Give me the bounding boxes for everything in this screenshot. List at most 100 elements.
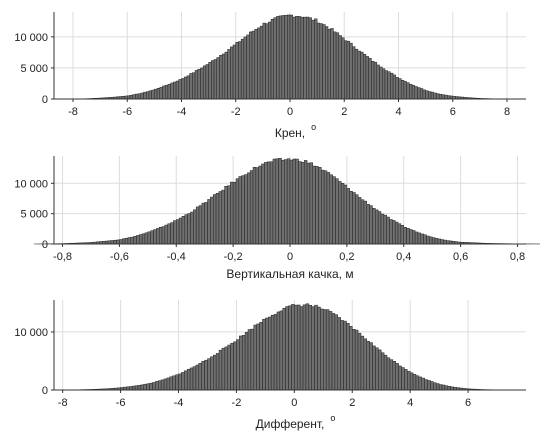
histogram-bar: [296, 304, 301, 391]
histogram-bar: [233, 341, 237, 391]
histogram-bar: [146, 383, 150, 391]
y-tick-label: 0: [42, 385, 48, 397]
histogram-bar: [305, 303, 310, 391]
histogram-bar: [417, 232, 422, 245]
x-tick-label: -0,8: [53, 251, 72, 263]
histogram-bar: [411, 85, 416, 100]
histogram-bar: [264, 162, 268, 245]
histogram-bar: [398, 78, 402, 100]
histogram-bar: [192, 366, 197, 391]
histogram-bar: [311, 306, 315, 391]
histogram-bar: [124, 237, 129, 245]
x-tick-label: 0,8: [510, 251, 525, 263]
histogram-bar: [327, 28, 331, 100]
x-tick-label: -0,6: [110, 251, 129, 263]
histogram-bar: [144, 232, 149, 245]
y-tick-label: 10 000: [14, 32, 48, 44]
histogram-bar: [403, 227, 407, 245]
histogram-bar: [357, 197, 362, 245]
histogram-bar: [320, 308, 324, 391]
histogram-bar: [151, 89, 155, 100]
histogram-bar: [254, 29, 258, 100]
histogram-bar: [227, 49, 231, 100]
histogram-bar: [343, 184, 348, 245]
histogram-bar: [244, 332, 249, 391]
histogram-bar: [306, 162, 311, 245]
histogram-bar: [235, 178, 240, 245]
histogram-bar: [400, 80, 405, 100]
histogram-bar: [414, 231, 419, 245]
histogram-bar: [395, 77, 399, 100]
histogram-bar: [315, 166, 319, 245]
histogram-bar: [173, 81, 177, 100]
histogram-bar: [173, 220, 177, 245]
histogram-bar: [190, 211, 194, 245]
histogram-bar: [119, 239, 123, 245]
histogram-bar: [132, 94, 136, 100]
histogram-bar: [354, 329, 359, 391]
histogram-bar: [156, 228, 160, 245]
histogram-bar: [372, 345, 376, 391]
histogram-bar: [268, 21, 272, 100]
histogram-bar: [230, 342, 234, 391]
x-tick-label: -8: [68, 106, 78, 118]
histogram-bar: [400, 225, 404, 245]
histogram-bar: [383, 214, 387, 245]
histogram-bar: [205, 64, 209, 100]
histogram-bar: [163, 378, 168, 391]
histogram-bar: [289, 159, 294, 245]
histogram-bar: [299, 306, 304, 391]
x-tick-label: 4: [407, 397, 413, 409]
histogram-bar: [383, 354, 388, 391]
histogram-bar: [193, 209, 197, 245]
histogram-bar: [338, 181, 342, 245]
histogram-bar: [247, 172, 251, 245]
y-tick-label: 0: [42, 94, 48, 106]
histogram-bar: [309, 162, 313, 245]
histogram-bar: [395, 363, 399, 391]
histogram-bar: [249, 31, 253, 100]
histogram-bar: [270, 314, 275, 391]
x-axis-label-degree: o: [330, 413, 335, 423]
histogram-bar: [232, 181, 237, 245]
histogram-bar: [268, 316, 272, 391]
histogram-bar: [140, 384, 145, 391]
x-tick-label: 0: [291, 397, 297, 409]
histogram-bar: [189, 367, 194, 391]
histogram-bar: [406, 228, 410, 245]
histogram-bar: [213, 59, 218, 100]
histogram-bar: [159, 87, 163, 100]
histogram-bar: [381, 68, 386, 100]
histogram-bar: [147, 231, 151, 245]
histogram-bar: [195, 206, 200, 245]
histogram-bar: [152, 382, 156, 391]
histogram-bar: [261, 163, 265, 245]
histogram-bar: [430, 381, 434, 391]
histogram-bar: [344, 40, 348, 100]
histogram-bar: [286, 158, 291, 245]
histogram-bar: [435, 383, 440, 391]
histogram-bar: [437, 238, 441, 245]
histogram-bar: [369, 342, 373, 391]
histogram-bar: [273, 314, 278, 391]
histogram-bar: [302, 304, 307, 391]
histogram-bar: [131, 385, 136, 391]
histogram-bar: [129, 386, 133, 391]
histogram-bar: [121, 238, 126, 245]
histogram-bar: [145, 91, 150, 100]
histogram-bar: [340, 320, 344, 391]
histogram-bar: [322, 24, 326, 100]
histogram-bar: [352, 46, 356, 100]
histogram-bar: [230, 46, 234, 100]
histogram-bar: [137, 385, 142, 391]
histogram-bar: [354, 48, 359, 100]
histogram-bar: [181, 216, 186, 245]
histogram-bar: [212, 194, 217, 245]
histogram-bar: [275, 158, 279, 245]
histogram-bar: [255, 167, 259, 245]
x-tick-label: 2: [349, 397, 355, 409]
histogram-bars: [62, 303, 512, 391]
histogram-bar: [287, 14, 291, 100]
histogram-bar: [135, 93, 139, 100]
x-tick-label: 6: [465, 397, 471, 409]
